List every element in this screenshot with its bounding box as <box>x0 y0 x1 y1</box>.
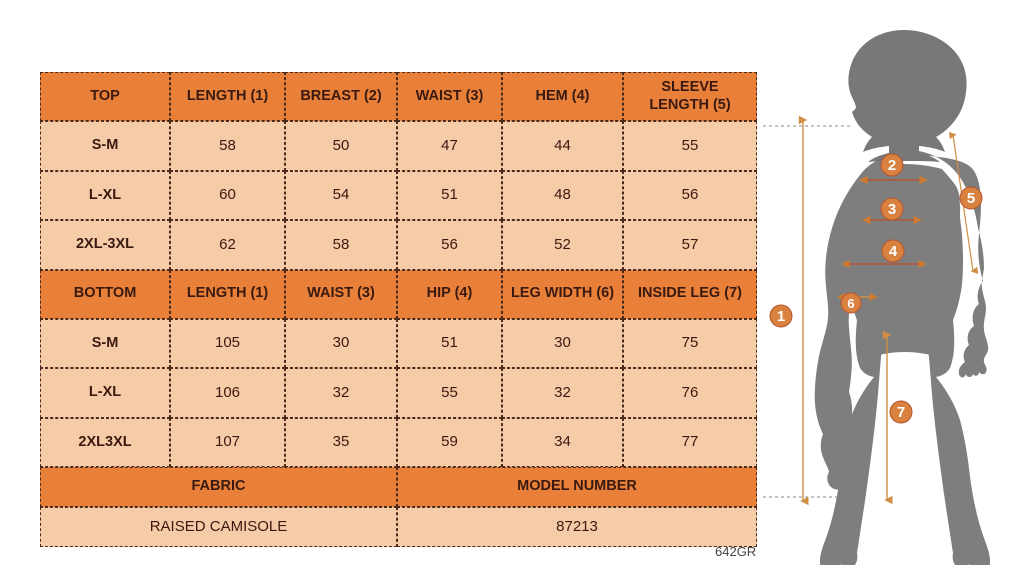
svg-text:5: 5 <box>967 190 975 207</box>
svg-text:3: 3 <box>888 201 896 218</box>
svg-text:4: 4 <box>889 243 898 260</box>
svg-text:7: 7 <box>897 404 905 421</box>
svg-text:1: 1 <box>777 308 785 325</box>
svg-text:6: 6 <box>847 296 854 311</box>
svg-text:2: 2 <box>888 157 896 174</box>
